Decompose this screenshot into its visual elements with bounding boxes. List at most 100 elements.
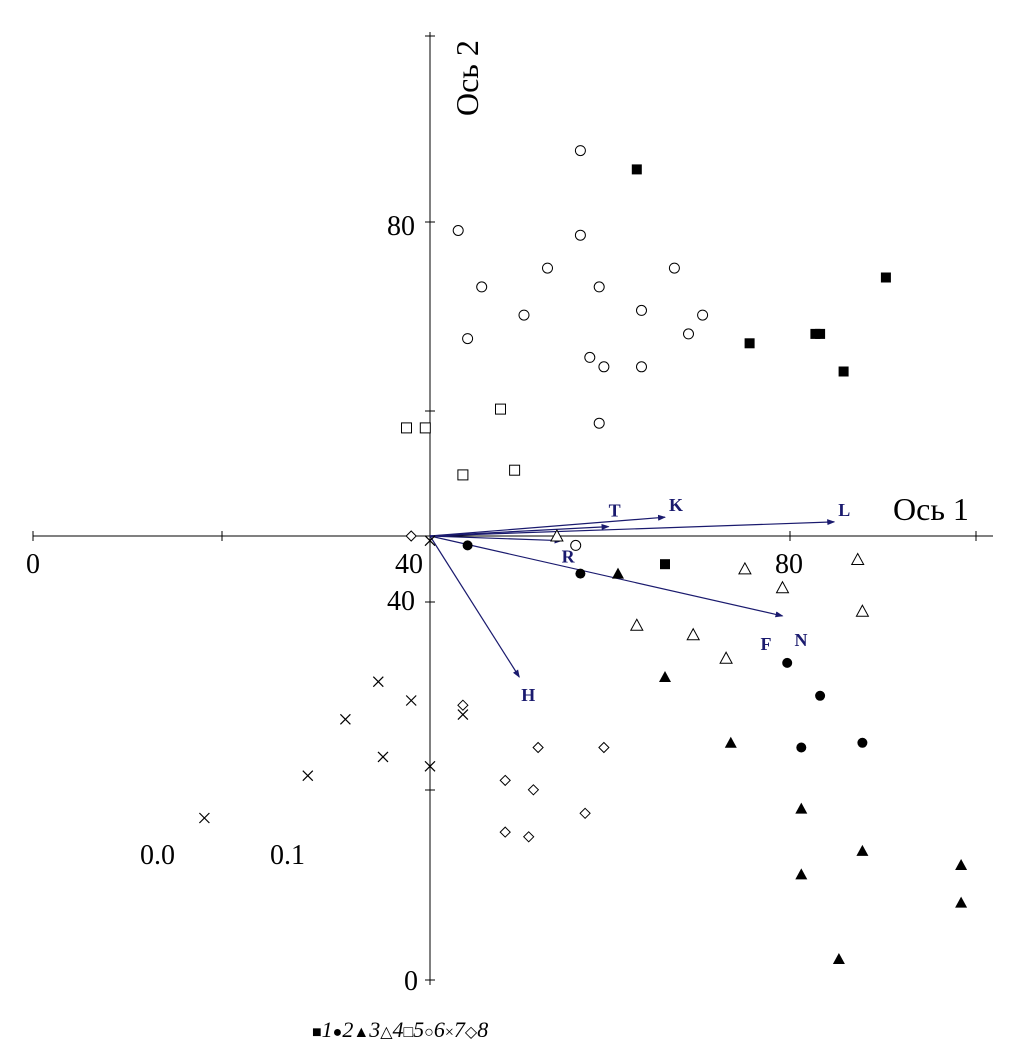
point-group-4 bbox=[775, 580, 790, 594]
point-group-7 bbox=[377, 751, 389, 763]
point-group-7 bbox=[198, 812, 210, 824]
point-group-3 bbox=[955, 859, 968, 870]
point-group-3 bbox=[856, 844, 869, 856]
vector-arrow-l bbox=[429, 519, 836, 537]
point-group-8 bbox=[405, 530, 417, 542]
point-group-6 bbox=[542, 262, 553, 274]
ordination-plot: 0 40 80 80 40 0 0.0 0.1 Ось 1 Ось 2 T K L R… bbox=[26, 32, 993, 997]
y-tick-label: 40 bbox=[387, 586, 415, 617]
point-group-8 bbox=[532, 741, 544, 754]
x-tick-label: 80 bbox=[775, 549, 803, 580]
vector-arrow-h bbox=[429, 535, 520, 678]
point-group-7 bbox=[424, 535, 436, 547]
point-group-4 bbox=[738, 561, 752, 575]
legend-label-1: 1 bbox=[321, 1017, 333, 1042]
legend-symbol-5: □ bbox=[403, 1024, 414, 1041]
point-group-1 bbox=[660, 559, 670, 570]
point-group-6 bbox=[452, 225, 464, 236]
point-group-1 bbox=[810, 328, 821, 339]
point-group-6 bbox=[574, 145, 586, 157]
point-group-7 bbox=[405, 695, 417, 706]
vector-label-l: L bbox=[838, 500, 850, 520]
sample-points bbox=[198, 145, 968, 964]
vector-label-h: H bbox=[521, 685, 535, 705]
legend-label-3: 3 bbox=[369, 1017, 381, 1042]
point-group-6 bbox=[584, 351, 596, 363]
point-group-8 bbox=[457, 699, 469, 711]
legend-label-7: 7 bbox=[453, 1017, 465, 1042]
vector-arrow-k bbox=[429, 514, 666, 537]
point-group-8 bbox=[579, 807, 591, 820]
point-group-6 bbox=[593, 281, 605, 293]
point-group-3 bbox=[795, 802, 808, 814]
vector-label-r: R bbox=[562, 547, 576, 567]
point-group-3 bbox=[612, 567, 624, 579]
legend-label-5: 5 bbox=[413, 1017, 425, 1042]
point-group-4 bbox=[850, 552, 865, 565]
legend-symbol-4: △ bbox=[380, 1024, 393, 1041]
vector-label-n: N bbox=[795, 630, 808, 650]
legend-symbol-3: ▲ bbox=[353, 1024, 370, 1041]
point-group-6 bbox=[518, 309, 530, 321]
point-group-2 bbox=[462, 540, 473, 551]
point-group-7 bbox=[372, 676, 384, 688]
point-group-4 bbox=[550, 528, 564, 542]
legend-label-2: 2 bbox=[342, 1017, 354, 1042]
point-group-5 bbox=[419, 422, 431, 434]
x-axis-ticks bbox=[32, 531, 977, 541]
vector-arrow-n bbox=[429, 535, 784, 618]
point-group-4 bbox=[855, 604, 870, 617]
point-group-3 bbox=[795, 868, 808, 880]
point-group-2 bbox=[782, 657, 793, 668]
point-group-7 bbox=[424, 760, 436, 772]
legend-symbol-6: ○ bbox=[424, 1024, 434, 1041]
environmental-vectors: T K L R N F H bbox=[429, 495, 850, 705]
point-group-6 bbox=[574, 229, 586, 241]
point-group-6 bbox=[636, 304, 647, 316]
y-axis-title: Ось 2 bbox=[449, 40, 485, 116]
point-group-1 bbox=[631, 164, 642, 175]
vector-label-f: F bbox=[761, 634, 772, 654]
point-group-4 bbox=[629, 618, 644, 631]
point-group-5 bbox=[457, 469, 469, 481]
point-group-4 bbox=[719, 651, 733, 664]
y-axis-ticks bbox=[425, 35, 435, 981]
point-group-8 bbox=[522, 831, 535, 843]
point-group-6 bbox=[462, 333, 474, 345]
point-group-7 bbox=[302, 770, 314, 782]
point-group-6 bbox=[668, 262, 680, 274]
point-group-6 bbox=[636, 361, 647, 373]
point-group-5 bbox=[401, 422, 412, 434]
point-group-7 bbox=[339, 713, 351, 725]
point-group-6 bbox=[476, 281, 488, 293]
point-group-2 bbox=[796, 742, 807, 753]
legend-label-8: 8 bbox=[477, 1017, 489, 1042]
x-axis-title: Ось 1 bbox=[893, 491, 969, 527]
point-group-3 bbox=[724, 736, 737, 748]
point-group-1 bbox=[838, 366, 849, 377]
point-group-2 bbox=[857, 737, 868, 748]
extra-tick-label: 0.0 bbox=[140, 840, 175, 871]
point-group-2 bbox=[815, 690, 826, 701]
point-group-8 bbox=[598, 741, 610, 754]
legend-symbol-1: ■ bbox=[312, 1024, 322, 1041]
point-group-8 bbox=[527, 784, 540, 796]
point-group-8 bbox=[499, 774, 511, 787]
point-group-5 bbox=[509, 464, 521, 476]
legend-label-4: 4 bbox=[392, 1017, 404, 1042]
point-group-6 bbox=[683, 328, 694, 340]
vector-label-k: K bbox=[669, 495, 683, 515]
legend-symbol-2: ● bbox=[332, 1024, 343, 1041]
point-group-5 bbox=[495, 403, 506, 415]
legend-label-6: 6 bbox=[433, 1017, 445, 1042]
point-group-6 bbox=[593, 417, 605, 429]
point-group-7 bbox=[457, 709, 469, 721]
point-group-3 bbox=[659, 671, 671, 682]
point-group-1 bbox=[744, 338, 755, 349]
point-group-6 bbox=[697, 309, 709, 321]
extra-tick-label: 0.1 bbox=[270, 840, 305, 871]
x-tick-label: 0 bbox=[26, 549, 40, 580]
legend-symbol-8: ◇ bbox=[464, 1024, 478, 1041]
y-tick-label: 80 bbox=[387, 211, 415, 242]
point-group-8 bbox=[499, 826, 511, 838]
